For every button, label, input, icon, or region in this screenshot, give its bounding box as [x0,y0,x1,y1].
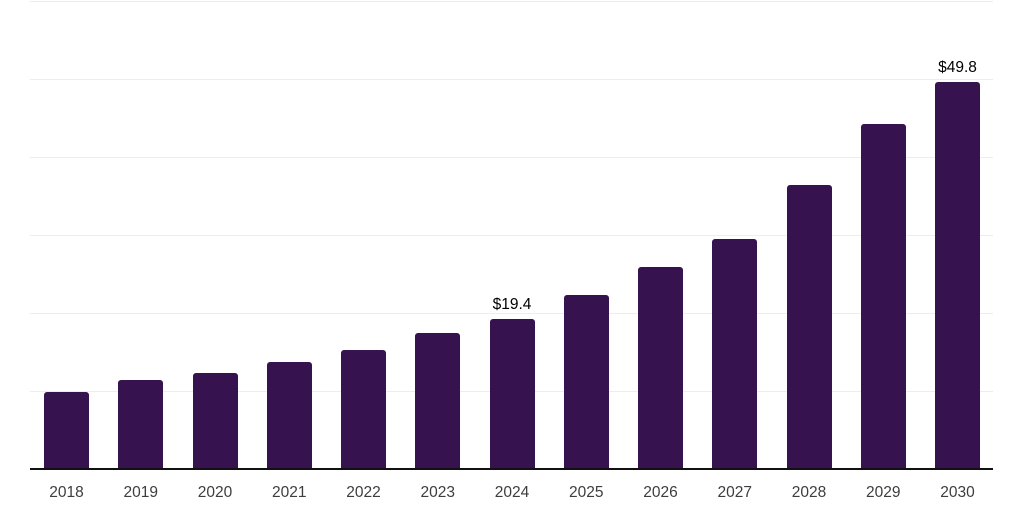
bar-2019 [118,380,164,470]
x-tick-2018: 2018 [49,484,84,501]
x-tick-2019: 2019 [123,484,158,501]
bar-2028 [786,184,832,470]
bar-2029 [860,124,906,470]
gridline-50 [30,79,993,80]
x-tick-2024: 2024 [494,484,530,501]
x-tick-2025: 2025 [569,484,604,501]
data-label-2030: $49.8 [938,58,977,76]
x-tick-2026: 2026 [643,484,678,501]
x-tick-2028: 2028 [791,484,827,501]
plot-area: $19.4 $49.8 [30,0,993,470]
bar-2018 [44,392,89,470]
x-axis-line [30,468,993,470]
bar-2020 [192,372,238,470]
bar-2027 [712,239,758,470]
x-tick-2027: 2027 [717,484,752,501]
x-tick-2020: 2020 [197,484,233,501]
bar-2021 [266,361,312,470]
x-tick-2022: 2022 [346,484,381,501]
bar-2026 [638,267,683,470]
bar-2022 [341,349,386,470]
x-tick-2021: 2021 [272,484,307,501]
bar-2030 [935,81,980,470]
gridline-20 [30,313,993,314]
data-label-2024: $19.4 [492,295,532,313]
bar-2024 [489,318,535,470]
gridline-30 [30,235,993,236]
bar-2025 [563,295,609,470]
gridline-40 [30,157,993,158]
x-tick-2029: 2029 [866,484,901,501]
x-tick-2023: 2023 [420,484,455,501]
x-tick-2030: 2030 [940,484,975,501]
gridline-60 [30,1,993,2]
bar-2023 [415,332,461,470]
